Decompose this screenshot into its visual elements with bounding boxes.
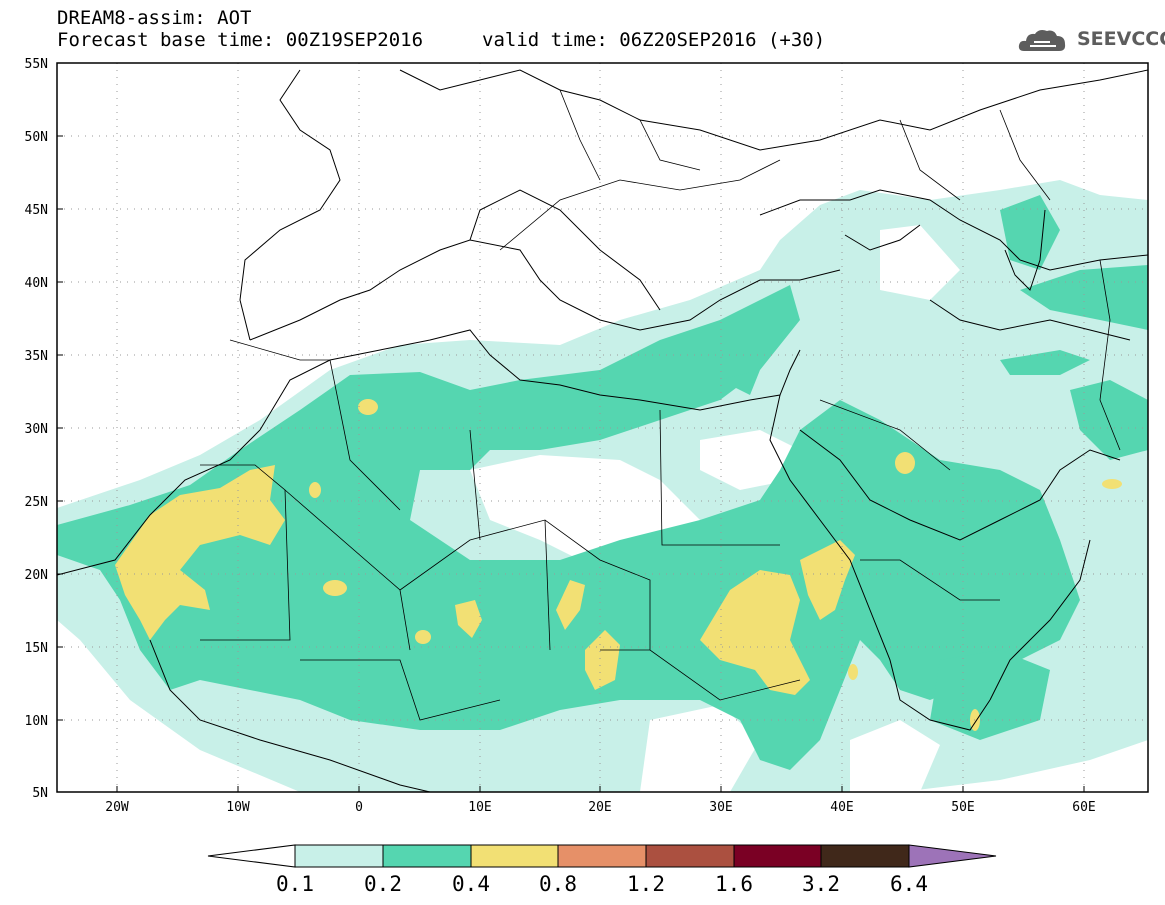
- lon-label-50e: 50E: [951, 800, 974, 815]
- colorbar-swatch-0.2-0.4: [382, 844, 472, 868]
- colorbar-swatch-3.2-6.4: [820, 844, 910, 868]
- lon-label-10e: 10E: [468, 800, 491, 815]
- aot-0.2-0.4-field: [57, 195, 1148, 770]
- lat-label-25n: 25N: [25, 495, 48, 510]
- lon-label-20e: 20E: [588, 800, 611, 815]
- logo-text: SEEVCCC: [1077, 28, 1165, 50]
- colorbar-under-arrow: [207, 844, 296, 868]
- map-title: DREAM8-assim: AOT: [57, 7, 252, 29]
- lat-label-50n: 50N: [25, 130, 48, 145]
- colorbar-swatch-1.2-1.6: [645, 844, 735, 868]
- colorbar-swatch-0.4-0.8: [470, 844, 559, 868]
- map-graticule: [57, 63, 1148, 792]
- forecast-base-time: Forecast base time: 00Z19SEP2016: [57, 29, 424, 51]
- colorbar-label-0.4: 0.4: [452, 872, 490, 896]
- lon-label-10w: 10W: [226, 800, 250, 815]
- colorbar-swatch-1.6-3.2: [733, 844, 822, 868]
- valid-time: valid time: 06Z20SEP2016 (+30): [482, 29, 826, 51]
- lat-label-45n: 45N: [25, 203, 48, 218]
- lat-label-35n: 35N: [25, 349, 48, 364]
- lat-label-40n: 40N: [25, 276, 48, 291]
- colorbar-label-1.6: 1.6: [715, 872, 753, 896]
- lat-label-5n: 5N: [32, 786, 48, 801]
- colorbar-swatch-0.8-1.2: [557, 844, 647, 868]
- colorbar-label-0.2: 0.2: [364, 872, 402, 896]
- lon-label-40e: 40E: [830, 800, 853, 815]
- cloud-icon: [1018, 30, 1066, 51]
- colorbar-label-0.1: 0.1: [276, 872, 314, 896]
- colorbar-over-arrow: [908, 844, 997, 868]
- lon-label-20w: 20W: [105, 800, 129, 815]
- lon-label-0: 0: [355, 800, 363, 815]
- lon-label-60e: 60E: [1072, 800, 1095, 815]
- lon-label-30e: 30E: [709, 800, 732, 815]
- colorbar-label-0.8: 0.8: [539, 872, 577, 896]
- coastlines: [57, 69, 1148, 792]
- aot-0.4-0.8-field: [115, 399, 1122, 731]
- lat-label-15n: 15N: [25, 641, 48, 656]
- lat-label-30n: 30N: [25, 422, 48, 437]
- colorbar: [207, 844, 997, 868]
- lat-label-55n: 55N: [25, 57, 48, 72]
- colorbar-label-1.2: 1.2: [627, 872, 665, 896]
- lat-label-10n: 10N: [25, 714, 48, 729]
- colorbar-swatch-0.1-0.2: [294, 844, 384, 868]
- colorbar-label-3.2: 3.2: [802, 872, 840, 896]
- axis-ticks: [57, 135, 1085, 792]
- colorbar-label-6.4: 6.4: [890, 872, 928, 896]
- country-borders: [200, 89, 1121, 721]
- lat-label-20n: 20N: [25, 568, 48, 583]
